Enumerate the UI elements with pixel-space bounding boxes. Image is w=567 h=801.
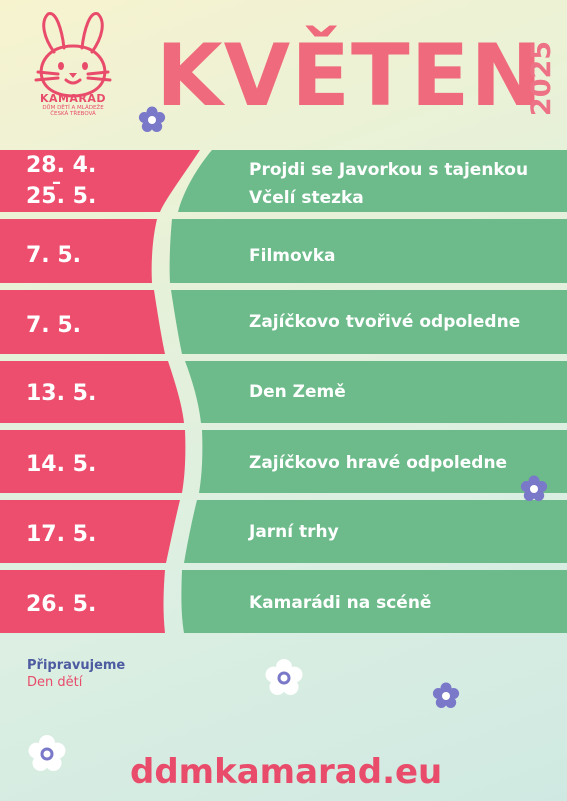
event-band-4 bbox=[185, 361, 567, 423]
event-date-7: 26. 5. bbox=[26, 592, 97, 617]
event-date-1: 28. 4. bbox=[26, 153, 96, 179]
event-title-2: Filmovka bbox=[249, 246, 336, 266]
date-band-2 bbox=[0, 219, 157, 283]
event-date-end: 25. 5. bbox=[26, 184, 97, 209]
upcoming-event: Den dětí bbox=[27, 675, 83, 690]
event-title-6: Jarní trhy bbox=[249, 522, 339, 542]
flower-icon bbox=[28, 735, 66, 771]
flower-icon bbox=[265, 659, 303, 695]
rabbit-logo-icon bbox=[34, 12, 112, 98]
event-title-4: Den Země bbox=[249, 382, 346, 402]
page-title: KVĚTEN bbox=[156, 26, 544, 126]
date-band-5 bbox=[0, 430, 186, 493]
date-range-separator: – bbox=[52, 172, 61, 193]
event-title-1a: Projdi se Javorkou s tajenkou bbox=[249, 160, 529, 180]
event-title-7: Kamarádi na scéně bbox=[249, 593, 432, 613]
logo-text: KAMARÁD DŮM DĚTÍ A MLÁDEŽE ČESKÁ TŘEBOVÁ bbox=[22, 92, 124, 117]
flower-icon bbox=[432, 682, 460, 708]
event-date-5: 14. 5. bbox=[26, 452, 97, 477]
event-title-1b: Včelí stezka bbox=[249, 188, 364, 208]
event-date-start: 28. 4. bbox=[26, 153, 97, 178]
logo-name: KAMARÁD bbox=[39, 92, 107, 105]
event-band-1 bbox=[178, 150, 567, 212]
event-band-5 bbox=[199, 430, 567, 493]
event-band-7 bbox=[181, 570, 567, 633]
date-band-7 bbox=[0, 570, 165, 633]
event-date-4: 13. 5. bbox=[26, 381, 97, 406]
event-date-2: 7. 5. bbox=[26, 243, 81, 268]
date-band-3 bbox=[0, 290, 165, 354]
event-title-3: Zajíčkovo tvořivé odpoledne bbox=[249, 312, 521, 332]
flower-icon bbox=[138, 106, 166, 132]
event-date-6: 17. 5. bbox=[26, 522, 97, 547]
event-date-3: 7. 5. bbox=[26, 313, 81, 338]
flower-icon bbox=[520, 475, 548, 501]
website-link[interactable]: ddmkamarad.eu bbox=[130, 752, 443, 792]
upcoming-label: Připravujeme bbox=[27, 658, 126, 673]
event-band-3 bbox=[171, 290, 567, 354]
date-band-1 bbox=[0, 150, 200, 212]
logo-subtitle-2: ČESKÁ TŘEBOVÁ bbox=[50, 111, 96, 117]
event-band-6 bbox=[184, 500, 567, 563]
event-title-5: Zajíčkovo hravé odpoledne bbox=[249, 453, 508, 473]
logo bbox=[18, 8, 128, 126]
date-band-4 bbox=[0, 361, 184, 423]
date-band-6 bbox=[0, 500, 180, 563]
event-band-2 bbox=[169, 219, 567, 283]
logo-subtitle-1: DŮM DĚTÍ A MLÁDEŽE bbox=[42, 105, 104, 111]
upcoming-section: Připravujeme Den dětí bbox=[27, 657, 125, 691]
